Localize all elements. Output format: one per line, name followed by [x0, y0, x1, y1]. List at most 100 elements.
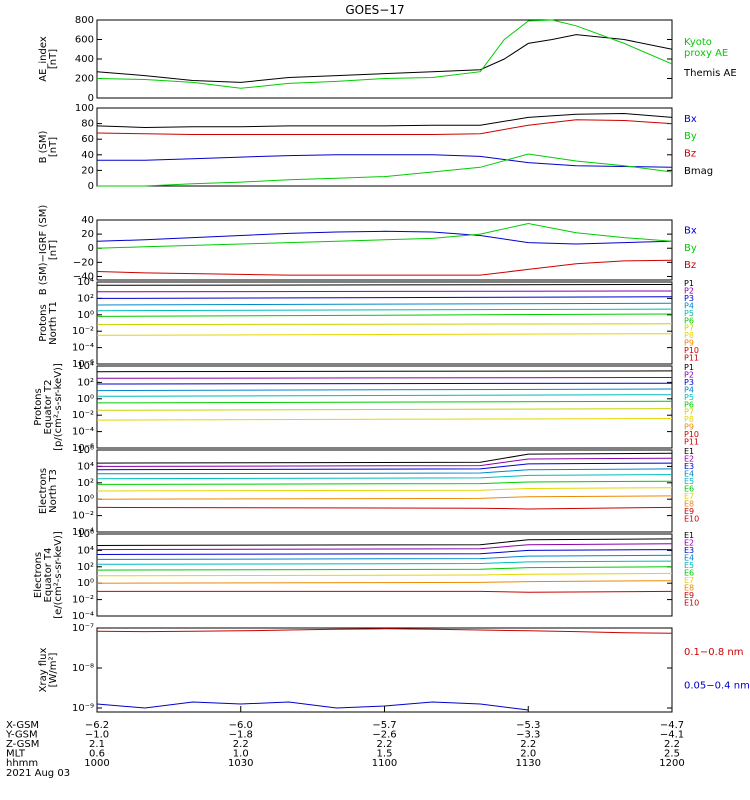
series-line: [96, 538, 673, 546]
svg-text:B (SM)−IGRF (SM): B (SM)−IGRF (SM): [38, 205, 49, 296]
legend-entry: E9: [684, 591, 694, 600]
footer-row-value: 1.0: [233, 749, 249, 760]
legend: Bx By Bz: [684, 226, 697, 271]
footer-row-value: −6.2: [85, 720, 109, 731]
panel-frame: [96, 281, 673, 365]
footer-row-value: 2.2: [520, 739, 536, 750]
y-tick-label: 60: [81, 134, 94, 145]
panel-3: −40 −20 0 20 40 B (SM)−IGRF (SM) [nT] Bx By Bz: [38, 205, 697, 296]
y-tick-label: 10⁻²: [72, 410, 94, 421]
footer-row-value: 2.2: [377, 739, 393, 750]
plot-title: GOES−17: [345, 3, 404, 17]
legend-entry: Bx: [684, 114, 697, 125]
series-line: [96, 394, 673, 397]
series-line: [96, 400, 673, 404]
series-line: [96, 34, 673, 83]
footer-row-value: −6.0: [229, 720, 253, 731]
legend-entry: P5: [684, 393, 694, 402]
series-line: [97, 590, 673, 593]
svg-text:Electrons: Electrons: [33, 552, 44, 598]
y-tick-label: 10⁴: [77, 545, 94, 556]
panel-5: 10⁻⁶ 10⁻⁴ 10⁻² 10⁰ 10² 10⁴ Protons Equator T2 [p…: [33, 361, 699, 454]
series-line: [96, 468, 673, 475]
legend-entry: P11: [684, 438, 699, 447]
footer-row-value: −5.3: [516, 720, 540, 731]
legend-entry: E7: [684, 576, 694, 585]
y-tick-label: 10⁰: [77, 310, 94, 321]
legend-entry: E10: [684, 599, 699, 608]
y-tick-label: 20: [81, 229, 94, 240]
y-tick-label: 10⁻⁶: [72, 359, 94, 370]
legend-entry: E1: [684, 531, 694, 540]
footer-row-value: 1100: [372, 758, 397, 769]
legend-entry: E5: [684, 561, 694, 570]
legend-entry: P5: [684, 309, 694, 318]
series-line: [96, 119, 673, 135]
footer-row-value: −5.7: [372, 720, 396, 731]
legend-entry: P2: [684, 370, 694, 379]
legend-entry: P8: [684, 415, 694, 424]
legend-entry: P1: [684, 363, 694, 372]
y-tick-label: 0: [88, 243, 94, 254]
svg-text:B (SM): B (SM): [38, 130, 49, 163]
footer-row-value: −4.7: [660, 720, 684, 731]
series-line: [96, 495, 673, 500]
svg-text:[nT]: [nT]: [48, 137, 59, 157]
legend-entry: P6: [684, 400, 694, 409]
series-line: [96, 580, 673, 584]
legend-entry: P7: [684, 324, 694, 333]
legend-entry: P11: [684, 354, 699, 363]
y-tick-label: 10⁻²: [72, 326, 94, 337]
series-line: [96, 487, 673, 492]
series-line: [96, 462, 673, 471]
y-tick-label: 800: [75, 15, 94, 26]
legend-entry: E3: [684, 462, 694, 471]
legend-entry: E8: [684, 584, 694, 593]
legend: Bx By Bz Bmag: [684, 114, 713, 177]
y-axis-label: Electrons North T3: [38, 468, 59, 514]
legend-entry: E6: [684, 569, 694, 578]
legend-entry: E1: [684, 447, 694, 456]
series-line: [96, 560, 673, 565]
legend: 0.1−0.8 nm 0.05−0.4 nm: [684, 647, 750, 692]
y-tick-label: 10⁰: [77, 494, 94, 505]
y-tick-label: 20: [81, 165, 94, 176]
legend-entry: E7: [684, 492, 694, 501]
y-axis-label: Protons North T1: [38, 301, 59, 345]
legend-entry: P7: [684, 408, 694, 417]
y-axis-label: Xray flux [W/m²]: [38, 648, 59, 693]
legend-entry: P9: [684, 339, 694, 348]
footer-row-label: hhmm: [6, 758, 38, 769]
footer-row-value: 1000: [84, 758, 109, 769]
series-line: [96, 323, 673, 326]
y-tick-label: 10⁶: [77, 445, 94, 456]
svg-text:Protons: Protons: [33, 388, 44, 425]
series-line: [97, 153, 673, 187]
series-line: [96, 628, 673, 634]
series-line: [96, 388, 673, 392]
panel-frame: [96, 19, 673, 99]
footer-row-value: 2.2: [233, 739, 249, 750]
series-line: [96, 333, 673, 336]
footer-row-label: Z-GSM: [6, 739, 39, 750]
panel-frame: [96, 107, 673, 187]
legend-entry: E2: [684, 455, 694, 464]
plot-date: 2021 Aug 03: [6, 768, 70, 779]
svg-text:Xray flux: Xray flux: [38, 648, 49, 693]
svg-text:[W/m²]: [W/m²]: [48, 652, 59, 687]
legend-entry: E9: [684, 507, 694, 516]
legend-entry: E8: [684, 500, 694, 509]
legend-entry: By: [684, 243, 697, 254]
series-line: [96, 230, 673, 245]
legend-entry: P10: [684, 346, 699, 355]
legend-entry: Themis AE: [683, 68, 737, 79]
legend-entry: Kyoto: [684, 37, 712, 48]
footer-row-value: 2.2: [664, 739, 680, 750]
series-line: [96, 308, 673, 312]
legend-entry: P6: [684, 316, 694, 325]
legend-entry: 0.05−0.4 nm: [684, 680, 750, 691]
footer-row-value: 2.1: [89, 739, 105, 750]
